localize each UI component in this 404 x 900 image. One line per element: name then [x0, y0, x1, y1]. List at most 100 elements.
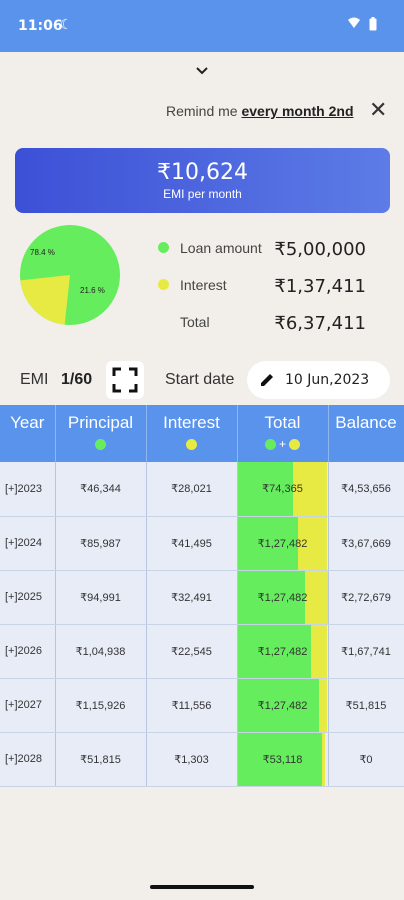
header-balance: Balance — [328, 405, 404, 462]
principal-cell: ₹51,815 — [55, 732, 147, 787]
interest-cell: ₹1,303 — [146, 732, 238, 787]
emi-index-label: EMI — [20, 371, 49, 388]
interest-cell: ₹22,545 — [146, 624, 238, 679]
pencil-icon — [261, 374, 273, 386]
table-row[interactable]: [+]2023 ₹46,344 ₹28,021 ₹74,365 ₹4,53,656 — [0, 462, 404, 517]
status-time: 11:06 — [18, 18, 63, 34]
balance-cell: ₹3,67,669 — [328, 516, 404, 571]
total-bar — [237, 678, 328, 732]
table-row[interactable]: [+]2026 ₹1,04,938 ₹22,545 ₹1,27,482 ₹1,67,74… — [0, 624, 404, 679]
total-bar-interest — [305, 570, 328, 624]
total-bar-principal — [237, 570, 305, 624]
legend-total-value: ₹6,37,411 — [274, 313, 366, 334]
interest-cell: ₹28,021 — [146, 462, 238, 517]
chevron-down-icon[interactable] — [195, 66, 209, 76]
battery-icon — [369, 17, 377, 31]
total-bar-principal — [237, 732, 323, 786]
table-row[interactable]: [+]2024 ₹85,987 ₹41,495 ₹1,27,482 ₹3,67,669 — [0, 516, 404, 571]
principal-cell: ₹1,15,926 — [55, 678, 147, 733]
total-bar — [237, 624, 328, 678]
total-value: ₹1,27,482 — [257, 591, 308, 604]
fullscreen-icon — [112, 367, 138, 393]
close-icon[interactable]: ✕ — [369, 97, 388, 122]
total-bar — [237, 516, 328, 570]
table-row[interactable]: [+]2025 ₹94,991 ₹32,491 ₹1,27,482 ₹2,72,679 — [0, 570, 404, 625]
fullscreen-button[interactable] — [106, 361, 144, 399]
year-cell[interactable]: [+]2025 — [0, 570, 56, 625]
balance-cell: ₹1,67,741 — [328, 624, 404, 679]
principal-dot — [264, 439, 276, 451]
legend-interest-label: Interest — [180, 277, 227, 293]
start-date-button[interactable]: 10 Jun,2023 — [247, 361, 390, 399]
table-header-row: Year Principal Interest Total + Balance — [0, 405, 404, 462]
interest-cell: ₹11,556 — [146, 678, 238, 733]
balance-cell: ₹4,53,656 — [328, 462, 404, 517]
status-bar: 11:06 ☾ — [0, 0, 404, 52]
interest-dot — [289, 439, 301, 451]
gesture-nav-bar[interactable] — [150, 885, 254, 889]
balance-cell: ₹51,815 — [328, 678, 404, 733]
principal-cell: ₹85,987 — [55, 516, 147, 571]
total-bar-principal — [237, 624, 312, 678]
emi-index-value: 1/60 — [61, 371, 93, 388]
interest-cell: ₹41,495 — [146, 516, 238, 571]
total-value: ₹53,118 — [262, 753, 303, 766]
balance-cell: ₹0 — [328, 732, 404, 787]
total-cell: ₹1,27,482 — [237, 624, 329, 679]
total-bar-principal — [237, 462, 294, 516]
amortization-table: Year Principal Interest Total + Balance … — [0, 405, 404, 787]
year-cell[interactable]: [+]2024 — [0, 516, 56, 571]
legend-loan-amount-label: Loan amount — [180, 240, 262, 256]
total-value: ₹74,365 — [262, 483, 303, 496]
table-row[interactable]: [+]2027 ₹1,15,926 ₹11,556 ₹1,27,482 ₹51,815 — [0, 678, 404, 733]
year-cell[interactable]: [+]2023 — [0, 462, 56, 517]
total-value: ₹1,27,482 — [257, 645, 308, 658]
total-cell: ₹53,118 — [237, 732, 329, 787]
year-cell[interactable]: [+]2026 — [0, 624, 56, 679]
loan-pie-chart: 78.4 % 21.6 % — [20, 225, 120, 325]
legend-total-label: Total — [180, 314, 210, 330]
year-cell[interactable]: [+]2028 — [0, 732, 56, 787]
reminder-text[interactable]: Remind me every month 2nd — [166, 103, 354, 119]
total-bar-principal — [237, 678, 320, 732]
header-total: Total + — [236, 405, 329, 462]
total-cell: ₹1,27,482 — [237, 678, 329, 733]
total-bar-interest — [311, 624, 328, 678]
total-value: ₹1,27,482 — [257, 699, 308, 712]
emi-amount: ₹10,624 — [157, 160, 248, 185]
wifi-icon — [348, 17, 360, 28]
do-not-disturb-icon: ☾ — [60, 17, 73, 33]
total-bar — [237, 462, 328, 516]
total-cell: ₹1,27,482 — [237, 516, 329, 571]
header-principal: Principal — [55, 405, 147, 462]
reminder-prefix: Remind me — [166, 103, 238, 119]
interest-cell: ₹32,491 — [146, 570, 238, 625]
total-bar-interest — [293, 462, 328, 516]
legend-interest-value: ₹1,37,411 — [274, 276, 366, 297]
principal-cell: ₹94,991 — [55, 570, 147, 625]
start-date-value: 10 Jun,2023 — [285, 372, 370, 388]
total-value: ₹1,27,482 — [257, 537, 308, 550]
principal-dot — [95, 439, 106, 451]
principal-cell: ₹46,344 — [55, 462, 147, 517]
interest-dot — [186, 439, 197, 451]
total-bar-interest — [297, 516, 328, 570]
total-cell: ₹1,27,482 — [237, 570, 329, 625]
total-bar-interest — [322, 732, 325, 786]
total-bar — [237, 732, 325, 786]
balance-cell: ₹2,72,679 — [328, 570, 404, 625]
emi-label: EMI per month — [163, 187, 242, 201]
header-year: Year — [0, 405, 56, 462]
table-row[interactable]: [+]2028 ₹51,815 ₹1,303 ₹53,118 ₹0 — [0, 732, 404, 787]
year-cell[interactable]: [+]2027 — [0, 678, 56, 733]
pie-slice-interest — [20, 275, 70, 325]
header-interest: Interest — [146, 405, 238, 462]
reminder-schedule-link[interactable]: every month 2nd — [241, 103, 354, 119]
total-cell: ₹74,365 — [237, 462, 329, 517]
total-bar-interest — [319, 678, 328, 732]
interest-dot — [158, 279, 169, 290]
total-bar-principal — [237, 516, 298, 570]
emi-summary-card: ₹10,624 EMI per month — [15, 148, 390, 213]
principal-cell: ₹1,04,938 — [55, 624, 147, 679]
legend-loan-amount-value: ₹5,00,000 — [274, 239, 366, 260]
